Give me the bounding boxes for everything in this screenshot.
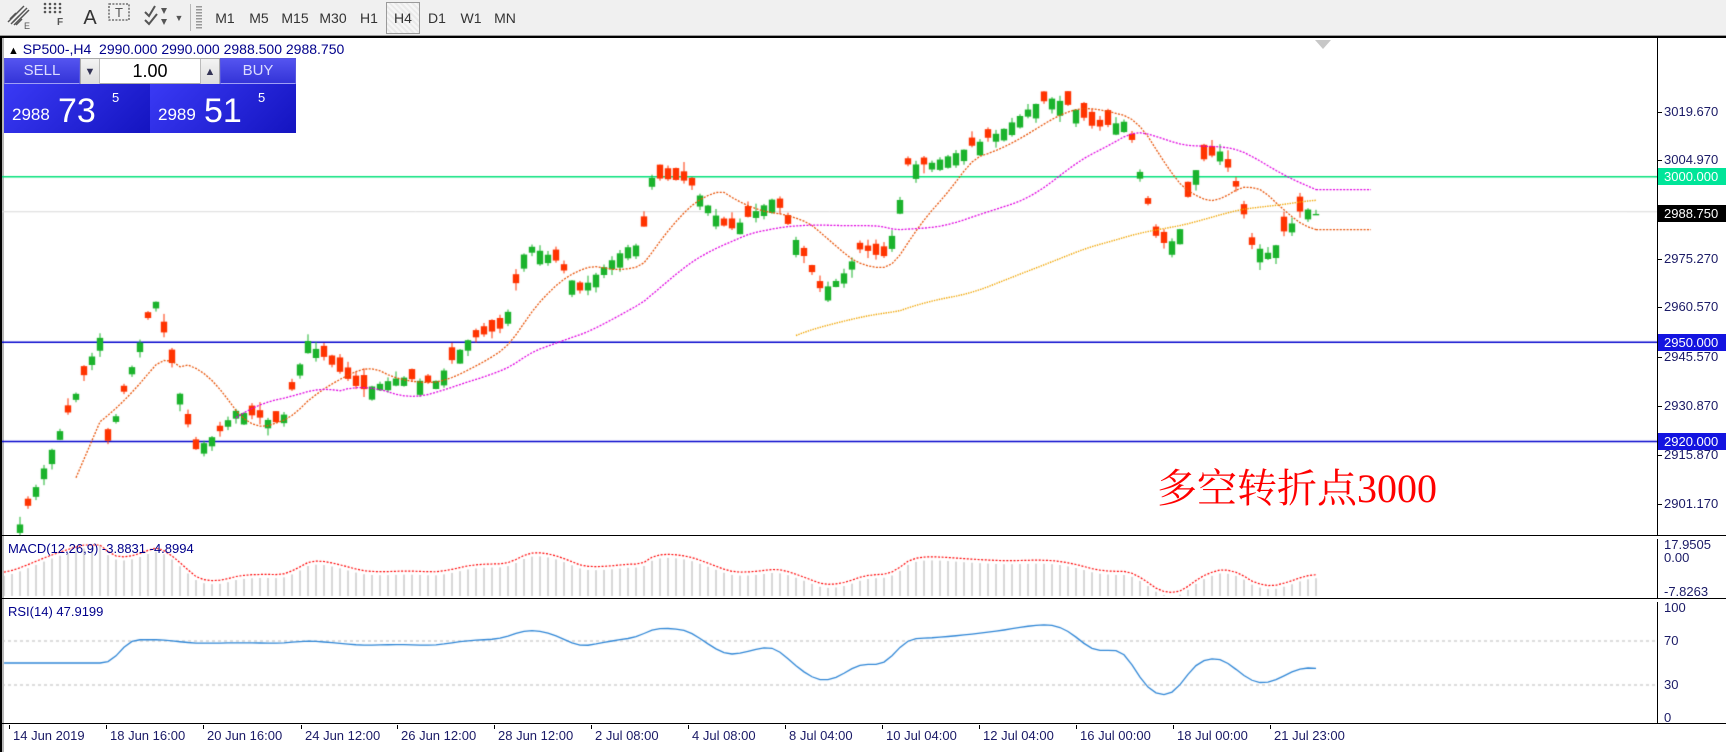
svg-text:E: E	[24, 21, 30, 30]
svg-text:T: T	[115, 5, 123, 20]
svg-text:F: F	[57, 17, 63, 28]
